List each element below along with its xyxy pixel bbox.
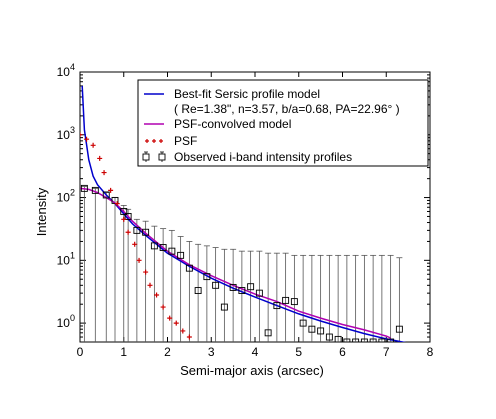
- data-point: [352, 338, 360, 342]
- data-point: [194, 287, 202, 295]
- data-point: [255, 289, 263, 297]
- x-tick-label: 1: [120, 345, 127, 359]
- data-point: [142, 228, 150, 236]
- psf-point: [147, 282, 153, 288]
- series-line: [81, 85, 407, 342]
- psf-point: [101, 170, 107, 176]
- psf-point: [180, 328, 186, 334]
- data-point: [264, 329, 272, 337]
- data-point: [220, 303, 228, 311]
- psf-point: [186, 334, 192, 340]
- psf-point: [108, 187, 114, 193]
- legend-label: PSF: [174, 134, 197, 148]
- psf-point: [136, 257, 142, 263]
- data-point: [185, 264, 193, 272]
- data-point: [91, 186, 99, 194]
- data-point: [133, 226, 141, 234]
- data-point: [343, 338, 351, 342]
- data-point: [282, 296, 290, 304]
- psf-point: [97, 155, 103, 161]
- data-point: [102, 191, 110, 199]
- plot-area: 0 1 2 3 4 5 6 7 8 100 101 102 103 104: [57, 62, 434, 359]
- legend-label: Observed i-band intensity profiles: [174, 150, 352, 164]
- y-tick-label: 104: [57, 62, 75, 79]
- data-point: [369, 338, 377, 342]
- y-tick-label: 102: [57, 188, 75, 205]
- y-tick-label: 103: [57, 125, 75, 142]
- legend-sublabel: ( Re=1.38", n=3.57, b/a=0.68, PA=22.96° …: [174, 102, 400, 116]
- y-tick-label: 100: [57, 313, 75, 330]
- legend-square-handle: [142, 153, 150, 161]
- legend-label: PSF-convolved model: [174, 117, 291, 131]
- x-tick-label: 7: [383, 345, 390, 359]
- x-tick-label: 6: [339, 345, 346, 359]
- data-point: [177, 251, 185, 259]
- psf-point: [154, 292, 160, 298]
- data-point: [203, 273, 211, 281]
- x-tick-label: 3: [208, 345, 215, 359]
- legend-square-handle: [158, 153, 166, 161]
- data-point: [387, 338, 395, 342]
- psf-point: [121, 216, 127, 222]
- data-point: [317, 327, 325, 335]
- data-point: [150, 242, 158, 250]
- data-point: [334, 335, 342, 342]
- psf-point: [80, 132, 83, 138]
- legend: Best-fit Sersic profile model( Re=1.38",…: [137, 79, 429, 167]
- data-point: [238, 287, 246, 295]
- data-point: [273, 302, 281, 310]
- data-point: [290, 298, 298, 306]
- data-point: [299, 319, 307, 327]
- data-point: [247, 283, 255, 291]
- legend-plus-handle: [145, 139, 149, 143]
- x-tick-label: 0: [77, 345, 84, 359]
- psf-point: [143, 269, 149, 275]
- psf-point: [132, 241, 138, 247]
- y-tick-label: 101: [57, 250, 75, 267]
- psf-point: [173, 320, 179, 326]
- legend-plus-handle: [159, 139, 163, 143]
- series-line: [80, 187, 391, 339]
- legend-label: Best-fit Sersic profile model: [174, 87, 320, 101]
- psf-point: [114, 201, 120, 207]
- x-tick-label: 5: [295, 345, 302, 359]
- data-point: [159, 244, 167, 251]
- y-axis-label: Intensity: [34, 187, 49, 236]
- psf-point: [84, 136, 90, 142]
- data-point: [378, 338, 386, 342]
- data-point: [395, 325, 403, 333]
- x-tick-label: 8: [427, 345, 434, 359]
- data-point: [120, 208, 128, 215]
- data-point: [360, 338, 368, 342]
- data-point: [168, 247, 176, 255]
- series-group: [80, 85, 407, 342]
- data-point: [80, 184, 88, 192]
- data-point: [229, 283, 237, 291]
- psf-point: [167, 315, 173, 321]
- legend-plus-handle: [152, 139, 156, 143]
- data-point: [212, 281, 220, 289]
- data-point: [124, 212, 132, 220]
- data-point: [308, 325, 316, 333]
- psf-point: [125, 229, 131, 235]
- x-tick-label: 2: [164, 345, 171, 359]
- psf-point: [160, 304, 166, 310]
- x-tick-label: 4: [252, 345, 259, 359]
- x-axis-label: Semi-major axis (arcsec): [180, 363, 324, 378]
- data-point: [325, 333, 333, 341]
- legend-box: [137, 79, 429, 167]
- psf-point: [90, 142, 96, 148]
